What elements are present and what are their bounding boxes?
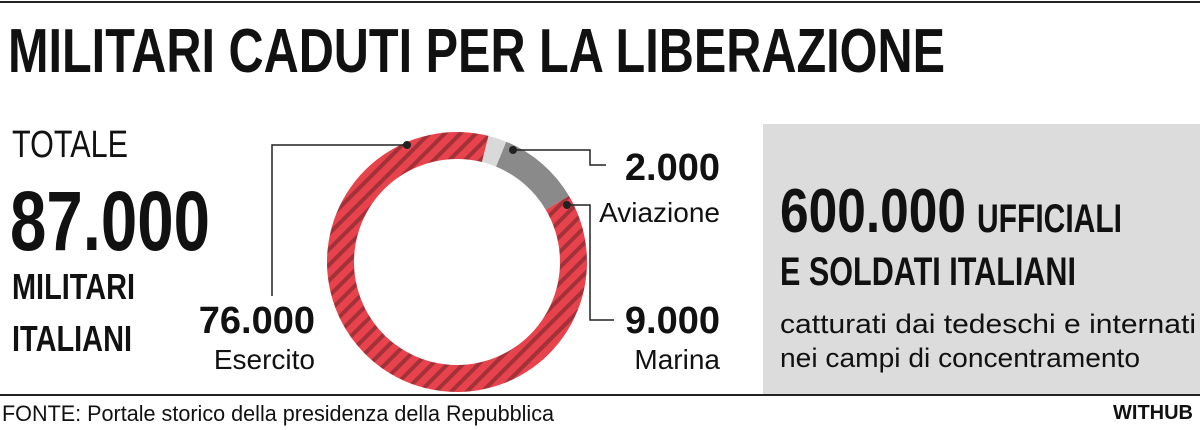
source: FONTE: Portale storico della presidenza …: [2, 401, 555, 426]
category-label: Esercito: [214, 344, 315, 375]
panel-bg: [763, 124, 1200, 394]
total-heading: TOTALE: [12, 124, 128, 166]
leader-line: [271, 144, 407, 296]
leader-line: [513, 149, 606, 166]
leader-dot: [509, 146, 517, 154]
panel-text: catturati dai tedeschi e internati: [780, 309, 1196, 339]
value-label: 76.000: [199, 300, 315, 342]
brand: WITHUB: [1113, 402, 1193, 424]
panel-line: UFFICIALI: [977, 197, 1122, 241]
donut-segment: [496, 141, 570, 210]
total-number: 87.000: [10, 174, 210, 268]
value-label: 9.000: [625, 300, 720, 342]
total-line: ITALIANI: [12, 318, 132, 359]
donut-segment: [481, 135, 507, 167]
leader-dot: [563, 201, 571, 209]
panel-text: nei campi di concentramento: [780, 343, 1140, 373]
category-label: Marina: [634, 344, 720, 375]
category-label: Aviazione: [599, 197, 720, 228]
value-label: 2.000: [625, 147, 720, 189]
leader-dot: [403, 141, 411, 149]
panel-number: 600.000: [780, 177, 966, 246]
leader-line: [567, 204, 614, 321]
title: MILITARI CADUTI PER LA LIBERAZIONE: [8, 17, 945, 86]
panel-line: E SOLDATI ITALIANI: [780, 250, 1076, 294]
total-line: MILITARI: [12, 266, 135, 307]
